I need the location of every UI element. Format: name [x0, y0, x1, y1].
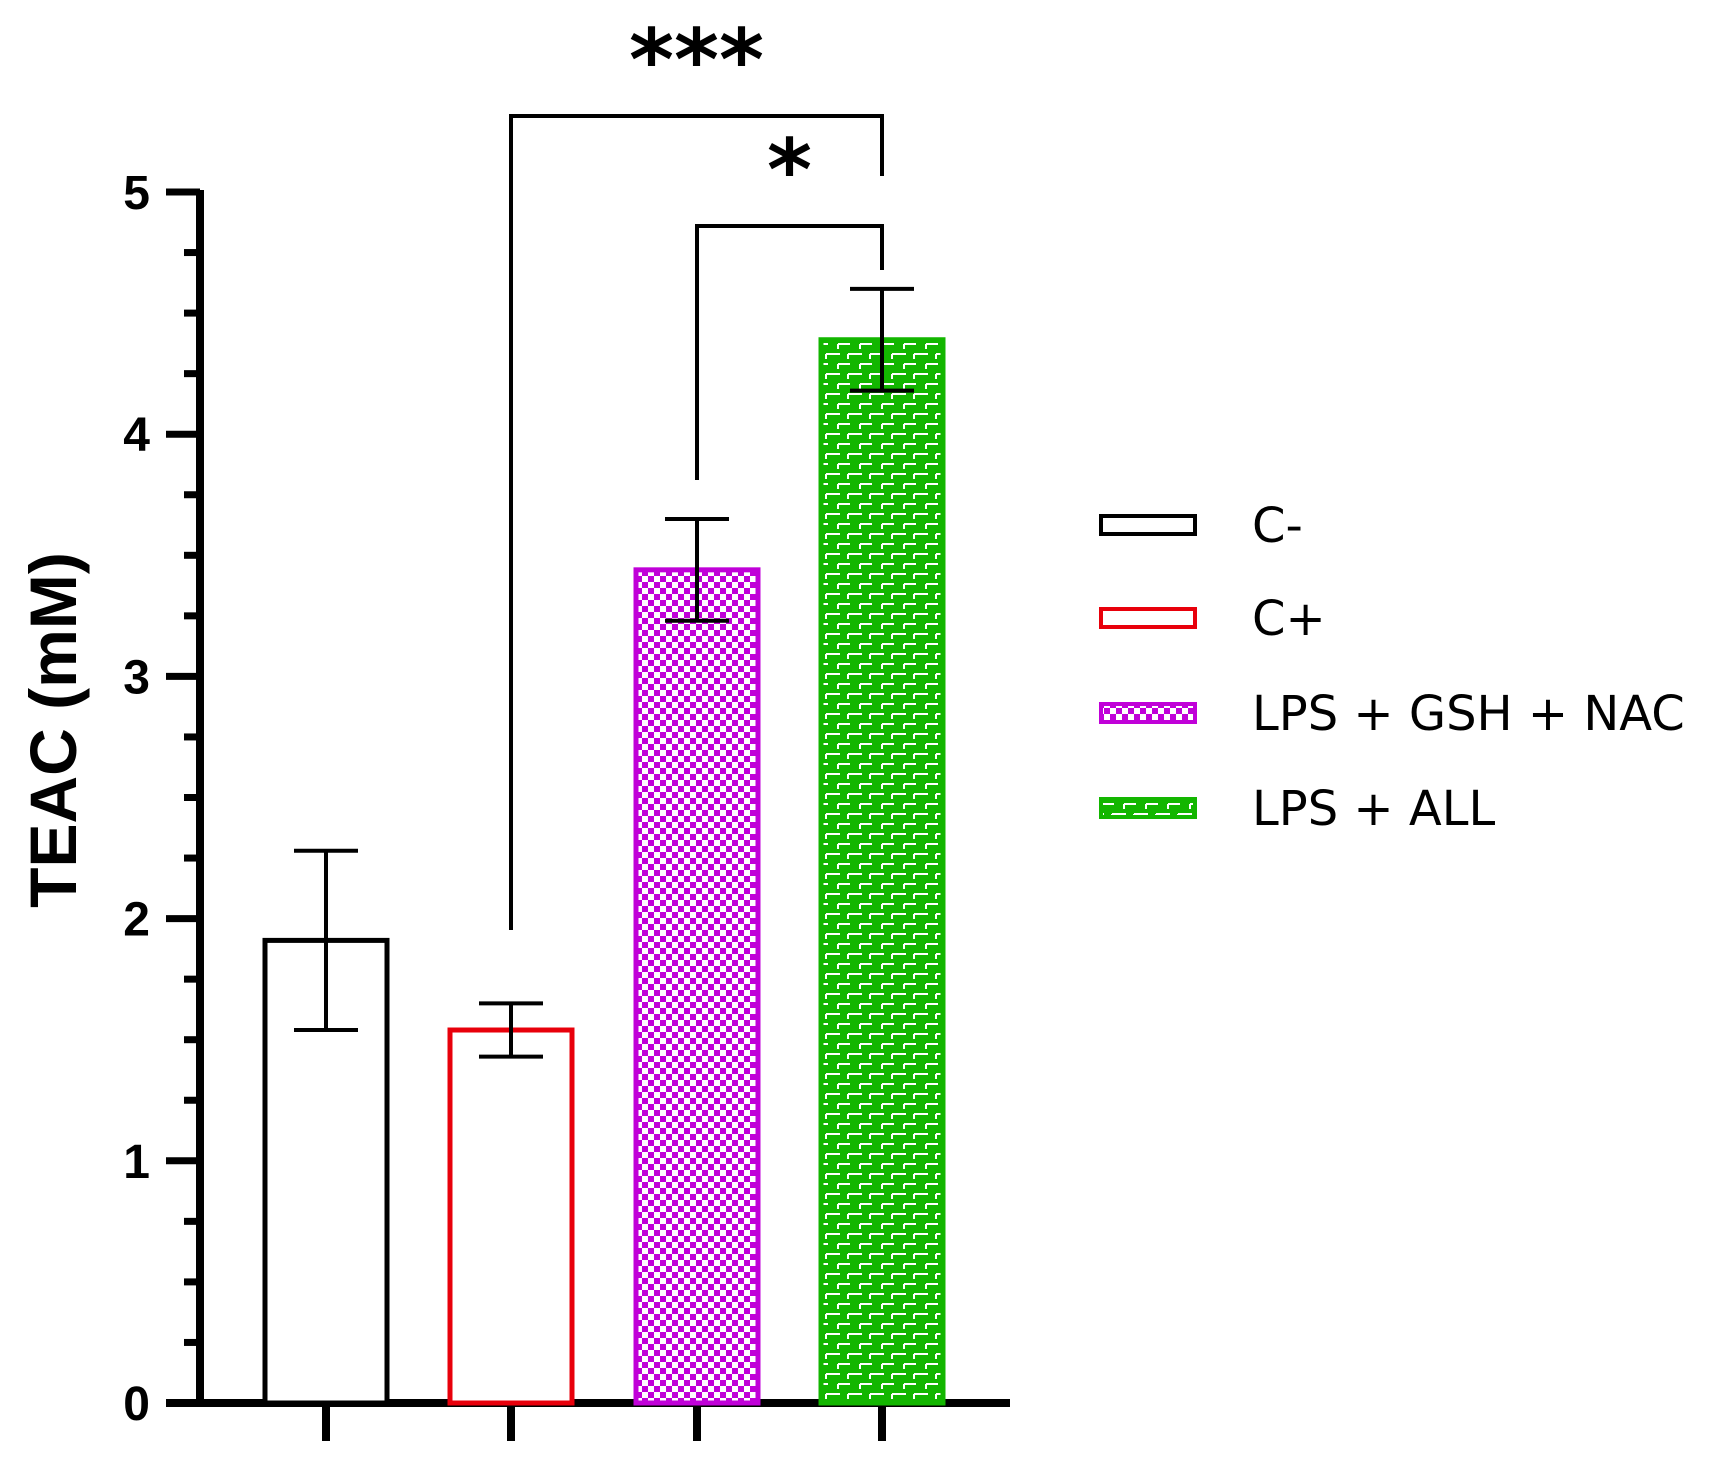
legend-label: LPS + GSH + NAC	[1252, 686, 1685, 742]
bar	[818, 337, 946, 1406]
significance-bracket	[509, 114, 884, 930]
y-tick-label: 0	[123, 1378, 150, 1431]
legend-swatch	[1099, 514, 1197, 536]
y-tick-label: 2	[123, 894, 150, 947]
bar	[633, 567, 761, 1406]
y-tick-label: 3	[123, 651, 150, 704]
bar	[447, 1027, 575, 1406]
legend-swatch	[1099, 797, 1197, 819]
y-tick-label: 1	[123, 1136, 150, 1189]
legend-label: LPS + ALL	[1252, 781, 1495, 837]
y-axis-title: TEAC (mM)	[16, 552, 90, 908]
significance-label: *	[767, 121, 812, 221]
legend-swatch	[1099, 702, 1197, 724]
y-tick-label: 5	[123, 167, 150, 220]
legend-label: C-	[1252, 498, 1303, 554]
legend-label: C+	[1252, 591, 1326, 647]
significance-label: ***	[629, 11, 764, 111]
legend-swatch	[1099, 607, 1197, 629]
y-tick-label: 4	[123, 409, 150, 462]
significance-bracket	[695, 224, 884, 480]
